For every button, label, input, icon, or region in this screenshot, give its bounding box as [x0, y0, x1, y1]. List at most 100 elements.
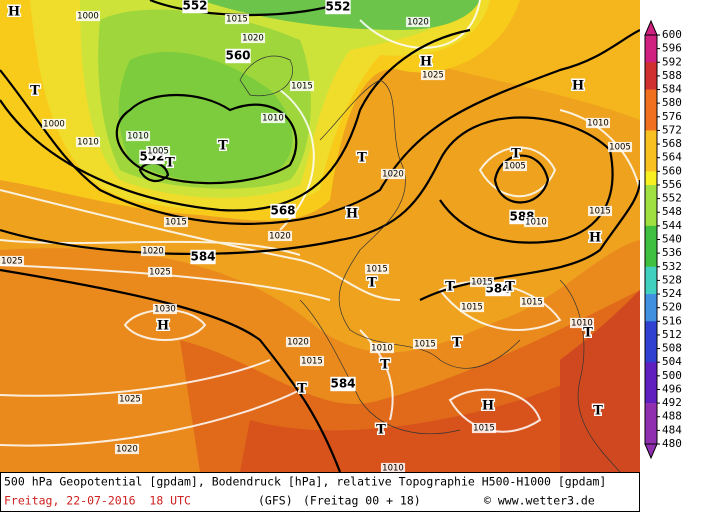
isobar-label: 1000 — [43, 120, 65, 130]
colorbar-label: 588 — [662, 69, 682, 82]
colorbar-label: 496 — [662, 382, 682, 395]
isobar-label: 1015 — [473, 424, 495, 434]
pressure-centre: H — [8, 5, 20, 20]
colorbar-band — [645, 416, 657, 431]
pressure-centre: T — [593, 404, 603, 419]
label-bg — [299, 355, 325, 367]
label-bg — [369, 342, 395, 354]
colorbar-band — [645, 198, 657, 213]
colorbar-label: 504 — [662, 355, 682, 368]
colorbar-label: 596 — [662, 42, 682, 55]
label-bg — [117, 393, 143, 405]
colorbar-band — [645, 375, 657, 390]
isobar-label: 1020 — [142, 247, 164, 257]
isobar-label: 1025 — [119, 395, 141, 405]
pressure-centre: T — [297, 382, 307, 397]
colorbar-label: 540 — [662, 233, 682, 246]
pressure-centre: H — [482, 399, 494, 414]
pressure-centre: T — [367, 276, 377, 291]
colorbar-label: 560 — [662, 164, 682, 177]
pressure-centre: H — [589, 231, 601, 246]
colorbar-label: 532 — [662, 260, 682, 273]
colorbar-band — [645, 48, 657, 63]
isobar-label: 1025 — [1, 257, 23, 267]
colorbar-label: 548 — [662, 205, 682, 218]
label-bg — [412, 338, 438, 350]
geopotential-label: 560 — [225, 49, 250, 63]
label-bg — [125, 130, 151, 142]
colorbar-label: 484 — [662, 423, 682, 436]
map — [0, 0, 640, 472]
label-bg — [380, 462, 406, 474]
isobar-label: 1015 — [471, 278, 493, 288]
colorbar-label: 552 — [662, 192, 682, 205]
label-bg — [152, 303, 178, 315]
colorbar-label: 524 — [662, 287, 682, 300]
isobar-label: 1015 — [521, 298, 543, 308]
colorbar-label: 544 — [662, 219, 682, 232]
colorbar-band — [645, 225, 657, 240]
colorbar-band — [645, 253, 657, 268]
isobar-label: 1020 — [287, 338, 309, 348]
colorbar-label: 592 — [662, 55, 682, 68]
colorbar-band — [645, 334, 657, 349]
pressure-centre: T — [380, 358, 390, 373]
footer-box — [0, 472, 640, 512]
label-bg — [147, 266, 173, 278]
colorbar-label: 492 — [662, 396, 682, 409]
label-bg — [380, 168, 406, 180]
colorbar-band — [645, 294, 657, 308]
pressure-centre: T — [30, 84, 40, 99]
colorbar-band — [645, 389, 657, 404]
isobar-label: 1010 — [262, 114, 284, 124]
label-bg — [41, 118, 67, 130]
colorbar-band — [645, 116, 657, 131]
colorbar-label: 500 — [662, 369, 682, 382]
colorbar-label: 512 — [662, 328, 682, 341]
pressure-centre: H — [572, 79, 584, 94]
label-bg — [519, 296, 545, 308]
label-bg — [225, 48, 251, 64]
colorbar-band — [645, 75, 657, 90]
label-bg — [502, 160, 528, 172]
footer-run: (Freitag 00 + 18) — [303, 494, 421, 508]
colorbar-band — [645, 430, 657, 445]
label-bg — [471, 422, 497, 434]
colorbar-band — [645, 144, 657, 158]
isobar-label: 1030 — [154, 305, 176, 315]
isobar-label: 1015 — [291, 82, 313, 92]
colorbar-band — [645, 130, 657, 145]
colorbar-label: 576 — [662, 110, 682, 123]
colorbar-band — [645, 157, 657, 172]
isobar-label: 1010 — [571, 319, 593, 329]
label-bg — [285, 336, 311, 348]
label-bg — [459, 301, 485, 313]
footer-date: Freitag, 22-07-2016 18 UTC — [4, 494, 191, 508]
isobar-label: 1020 — [407, 18, 429, 28]
label-bg — [240, 32, 266, 44]
label-bg — [190, 249, 216, 265]
colorbar-label: 584 — [662, 83, 682, 96]
isobar-label: 1005 — [147, 147, 169, 157]
label-bg — [523, 216, 549, 228]
colorbar-label: 520 — [662, 301, 682, 314]
isobar-label: 1015 — [165, 218, 187, 228]
label-bg — [469, 276, 495, 288]
colorbar-label: 536 — [662, 246, 682, 259]
colorbar-band — [645, 184, 657, 199]
isobar-label: 1015 — [461, 303, 483, 313]
label-bg — [420, 69, 446, 81]
label-bg — [145, 145, 171, 157]
label-bg — [587, 205, 613, 217]
label-bg — [289, 80, 315, 92]
colorbar-label: 516 — [662, 314, 682, 327]
label-bg — [330, 376, 356, 392]
colorbar-label: 580 — [662, 96, 682, 109]
label-bg — [75, 136, 101, 148]
pressure-centre: H — [157, 319, 169, 334]
colorbar-band — [645, 266, 657, 281]
colorbar-label: 556 — [662, 178, 682, 191]
pressure-centre: T — [452, 336, 462, 351]
isobar-label: 1010 — [587, 119, 609, 129]
